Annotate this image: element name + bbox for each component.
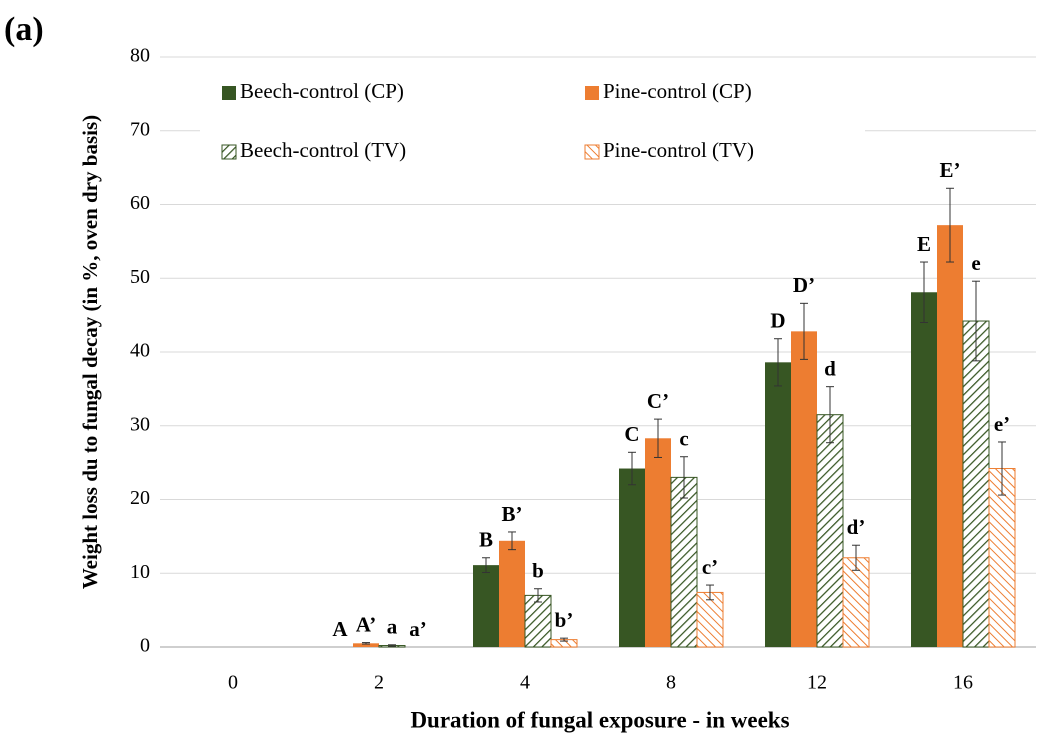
bar [842, 557, 870, 648]
data-label: d [824, 356, 836, 380]
data-label: c [679, 427, 688, 451]
y-tick-label: 40 [130, 340, 150, 362]
bar [353, 643, 379, 647]
legend-swatch [584, 144, 600, 160]
x-tick-label: 2 [374, 672, 384, 694]
data-label: b’ [555, 608, 574, 632]
legend-swatch [222, 86, 236, 100]
legend-swatch [221, 144, 237, 160]
error-bar [482, 557, 490, 574]
error-bar [946, 187, 954, 263]
data-label: e [971, 251, 980, 275]
data-label: A [332, 617, 348, 641]
data-label: B’ [502, 502, 523, 526]
data-label: a [387, 615, 398, 639]
y-tick-label: 80 [130, 45, 150, 67]
x-tick-label: 0 [228, 672, 238, 694]
y-tick-label: 20 [130, 487, 150, 509]
data-label: b [532, 559, 544, 583]
data-label: E’ [940, 158, 961, 182]
bar [473, 565, 499, 647]
y-tick-label: 10 [130, 561, 150, 583]
error-bar [654, 418, 662, 458]
error-bar [362, 642, 370, 645]
bar [937, 225, 963, 647]
error-bar [826, 386, 834, 444]
data-label: d’ [847, 515, 866, 539]
panel-label: (a) [4, 11, 44, 48]
legend-label: Pine-control (TV) [603, 138, 754, 162]
bar [816, 414, 844, 648]
x-tick-label: 4 [520, 672, 530, 694]
legend-label: Beech-control (TV) [240, 138, 406, 162]
data-label: D’ [793, 273, 815, 297]
bar [696, 591, 724, 648]
data-label: C’ [647, 389, 669, 413]
data-label: B [479, 528, 493, 552]
bar [765, 362, 791, 647]
y-tick-label: 60 [130, 192, 150, 214]
data-label: C [624, 422, 639, 446]
data-label: c’ [702, 555, 718, 579]
y-tick-label: 50 [130, 266, 150, 288]
error-bar [388, 644, 396, 647]
error-bar [628, 451, 636, 486]
y-tick-label: 30 [130, 413, 150, 435]
bar [911, 292, 937, 647]
error-bar [534, 588, 542, 603]
error-bar [998, 441, 1006, 496]
data-label: A’ [356, 612, 377, 636]
bar [791, 331, 817, 647]
error-bar [560, 637, 568, 642]
legend-label: Pine-control (CP) [603, 79, 752, 103]
data-label: e’ [994, 412, 1010, 436]
error-bar [800, 302, 808, 360]
data-label: a’ [409, 617, 427, 641]
error-bar [706, 584, 714, 601]
error-bar [508, 531, 516, 551]
legend-label: Beech-control (CP) [240, 79, 404, 103]
error-bar [972, 280, 980, 362]
data-label: E [917, 232, 931, 256]
y-axis-title: Weight loss du to fungal decay (in %, ov… [78, 115, 102, 589]
x-tick-label: 12 [807, 672, 827, 694]
y-tick-label: 70 [130, 118, 150, 140]
bar [962, 320, 990, 648]
bar [619, 468, 645, 647]
error-bar [680, 456, 688, 499]
data-label: D [770, 309, 785, 333]
x-axis-title: Duration of fungal exposure - in weeks [410, 707, 789, 732]
error-bar [852, 544, 860, 571]
error-bar [920, 261, 928, 323]
legend-swatch [585, 86, 599, 100]
x-tick-label: 16 [953, 672, 973, 694]
bar [670, 476, 698, 648]
legend-background [200, 68, 865, 178]
bar [645, 438, 671, 647]
bar [988, 468, 1016, 648]
y-tick-label: 0 [140, 635, 150, 657]
legend: Beech-control (CP) Pine-control (CP) Beech… [200, 68, 865, 178]
bar [524, 594, 552, 648]
x-tick-label: 8 [666, 672, 676, 694]
bar [499, 540, 525, 647]
error-bar [774, 338, 782, 387]
